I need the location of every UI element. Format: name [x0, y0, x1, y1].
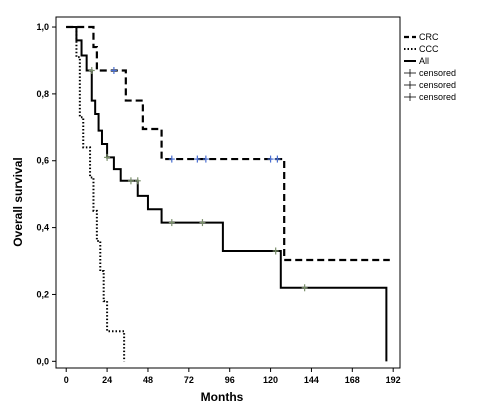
y-tick-label: 0,4	[36, 223, 49, 233]
legend-label-ccc: CCC	[419, 44, 439, 54]
censor-mark-crc	[168, 155, 175, 163]
x-tick-label: 48	[143, 375, 153, 385]
censor-mark-all	[199, 219, 206, 227]
x-tick-label: 24	[102, 375, 112, 385]
censor-mark-crc	[274, 155, 281, 163]
y-tick-label: 0,8	[36, 89, 49, 99]
legend: CRC CCC All censored censored censored	[401, 30, 469, 106]
series-line-ccc	[66, 26, 126, 362]
censor-mark-crc	[110, 66, 117, 74]
censor-mark-all	[272, 247, 279, 255]
x-tick-label: 0	[64, 375, 69, 385]
x-tick-label: 192	[386, 375, 401, 385]
legend-censor-marker-2-icon	[404, 81, 416, 89]
y-tick-label: 0,2	[36, 289, 49, 299]
x-tick-label: 72	[184, 375, 194, 385]
x-tick-label: 96	[225, 375, 235, 385]
legend-label-censored-2: censored	[419, 80, 456, 90]
x-tick-label: 144	[304, 375, 319, 385]
censor-mark-all	[168, 219, 175, 227]
y-tick-label: 1,0	[36, 22, 49, 32]
x-tick-label: 168	[345, 375, 360, 385]
series-line-crc	[66, 25, 390, 262]
censor-mark-crc	[194, 155, 201, 163]
legend-label-crc: CRC	[419, 32, 439, 42]
censor-mark-all	[104, 153, 111, 161]
x-axis-title: Months	[201, 390, 244, 404]
y-tick-label: 0,0	[36, 356, 49, 366]
censor-mark-all	[88, 66, 95, 74]
legend-censor-marker-1-icon	[404, 69, 416, 77]
y-axis-title: Overall survival	[11, 157, 25, 246]
plot-frame	[55, 16, 401, 369]
legend-label-censored-3: censored	[419, 92, 456, 102]
censor-mark-all	[127, 177, 134, 185]
y-tick-label: 0,6	[36, 156, 49, 166]
censor-mark-crc	[202, 155, 209, 163]
x-tick-label: 120	[263, 375, 278, 385]
legend-censor-marker-3-icon	[404, 93, 416, 101]
legend-label-censored-1: censored	[419, 68, 456, 78]
series-line-all	[66, 26, 388, 362]
censor-mark-crc	[267, 155, 274, 163]
censor-mark-all	[134, 177, 141, 185]
legend-label-all: All	[419, 56, 429, 66]
censor-mark-all	[301, 284, 308, 292]
